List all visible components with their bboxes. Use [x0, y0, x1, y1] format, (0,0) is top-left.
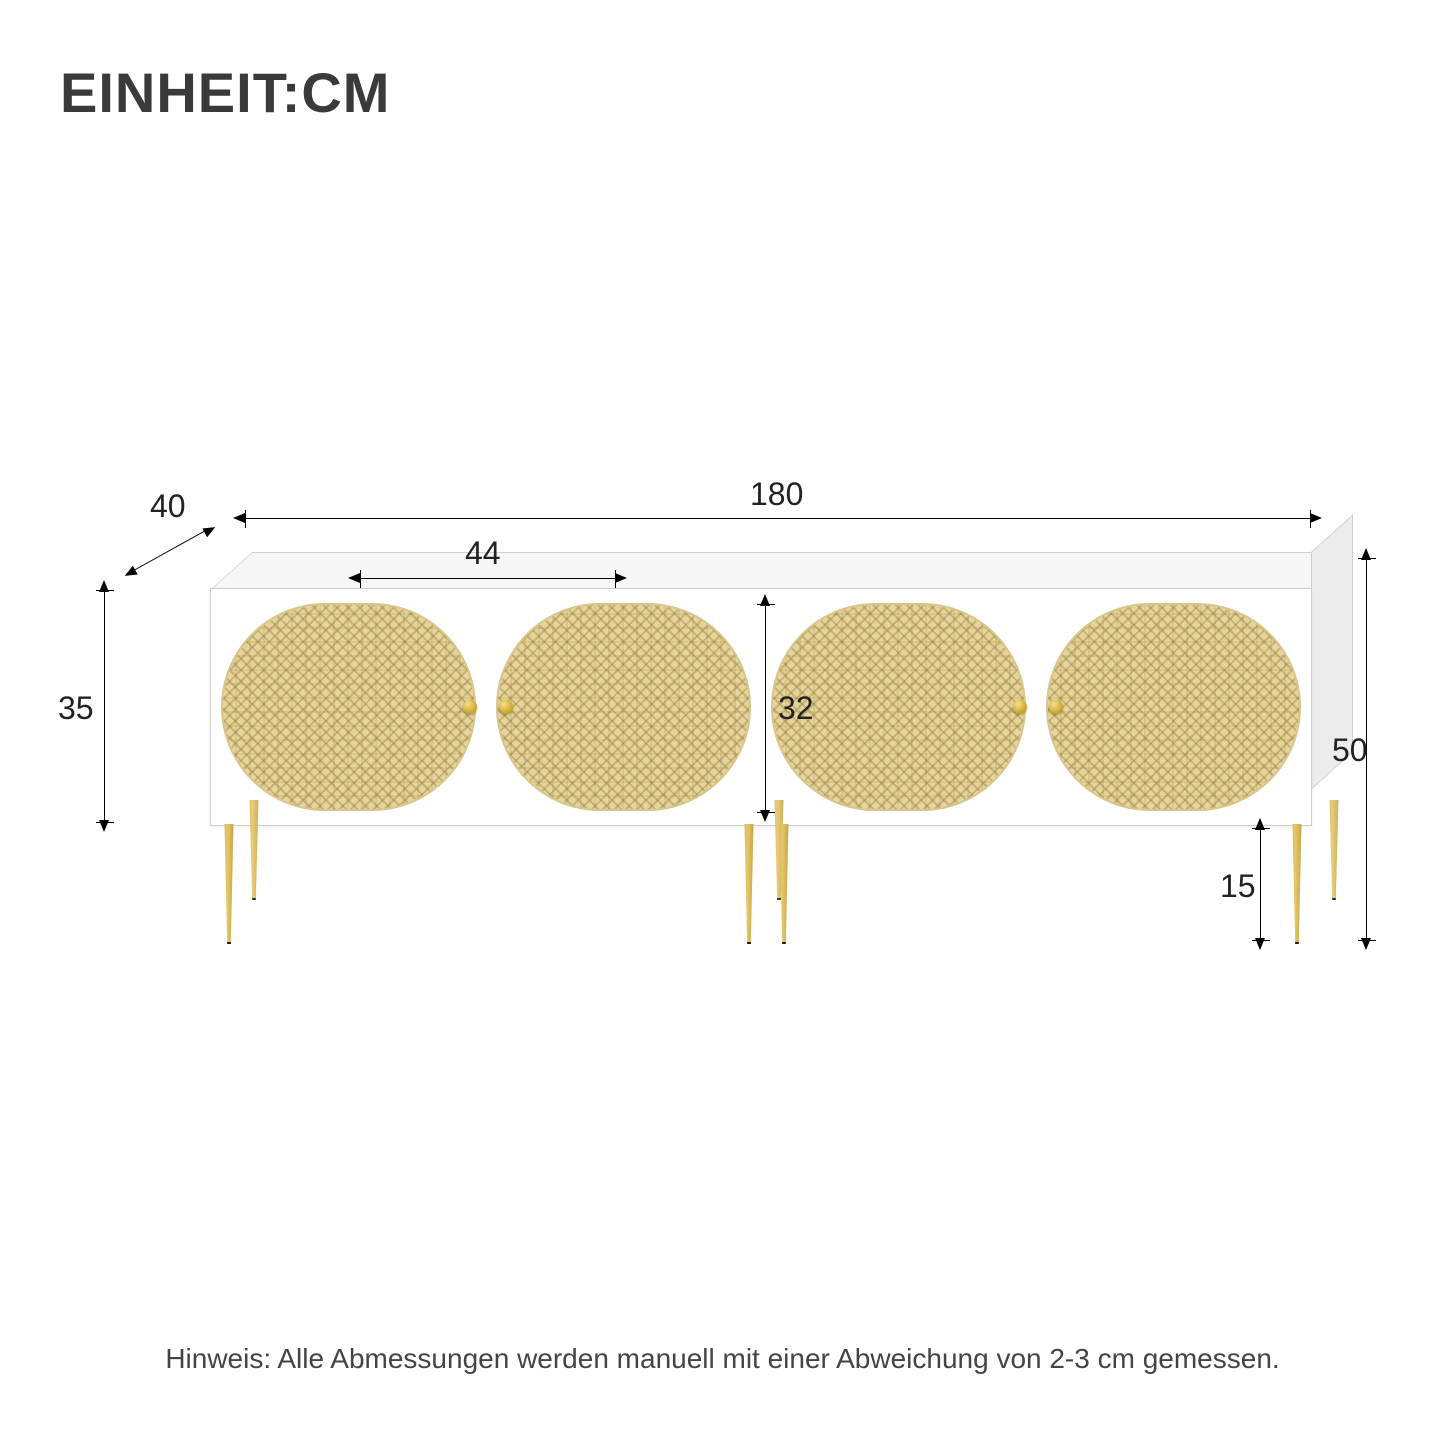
- dim-tick: [1358, 940, 1376, 941]
- unit-title: EINHEIT:CM: [60, 60, 390, 125]
- cabinet-door: [1046, 603, 1301, 811]
- dim-line-door-width: [360, 578, 615, 579]
- dim-tick: [1358, 558, 1376, 559]
- arrow-icon: [202, 523, 217, 538]
- dim-tick: [1252, 940, 1270, 941]
- dim-line-door-height: [765, 606, 766, 810]
- cabinet-top: [210, 552, 1354, 590]
- door-knob: [1013, 700, 1027, 714]
- dim-tick: [245, 510, 246, 528]
- dim-line-cabinet-height: [104, 592, 105, 820]
- door-knob: [499, 700, 513, 714]
- dim-door-width: 44: [465, 535, 501, 572]
- dim-tick: [757, 604, 775, 605]
- arrow-icon: [615, 573, 627, 583]
- dim-width: 180: [750, 476, 803, 513]
- dim-line-width: [245, 518, 1310, 519]
- cabinet-door: [221, 603, 476, 811]
- rattan-panel: [498, 605, 749, 809]
- cabinet-leg: [1288, 824, 1306, 944]
- cabinet-front: [210, 588, 1312, 826]
- rattan-panel: [1048, 605, 1299, 809]
- arrow-icon: [1310, 513, 1322, 523]
- cabinet-door: [496, 603, 751, 811]
- dim-tick: [757, 812, 775, 813]
- dim-depth: 40: [150, 488, 186, 525]
- dim-cabinet-height: 35: [58, 690, 94, 727]
- dim-tick: [615, 570, 616, 588]
- dim-tick: [360, 570, 361, 588]
- arrow-icon: [233, 513, 245, 523]
- rattan-panel: [223, 605, 474, 809]
- cabinet-leg: [220, 824, 238, 944]
- dim-tick: [96, 822, 114, 823]
- dim-tick: [96, 590, 114, 591]
- dim-tick: [1310, 510, 1311, 528]
- dim-line-leg-height: [1260, 830, 1261, 938]
- dim-line-depth: [130, 528, 209, 573]
- dim-total-height: 50: [1332, 732, 1368, 769]
- door-knob: [1049, 700, 1063, 714]
- measurement-note: Hinweis: Alle Abmessungen werden manuell…: [0, 1343, 1445, 1375]
- dim-tick: [1252, 828, 1270, 829]
- cabinet-leg: [1325, 800, 1343, 900]
- cabinet-leg: [740, 824, 758, 944]
- door-knob: [463, 700, 477, 714]
- dim-door-height: 32: [778, 690, 814, 727]
- dimension-diagram: 40 180 44 35 32 50 15: [70, 480, 1375, 1020]
- dim-leg-height: 15: [1220, 868, 1256, 905]
- arrow-icon: [348, 573, 360, 583]
